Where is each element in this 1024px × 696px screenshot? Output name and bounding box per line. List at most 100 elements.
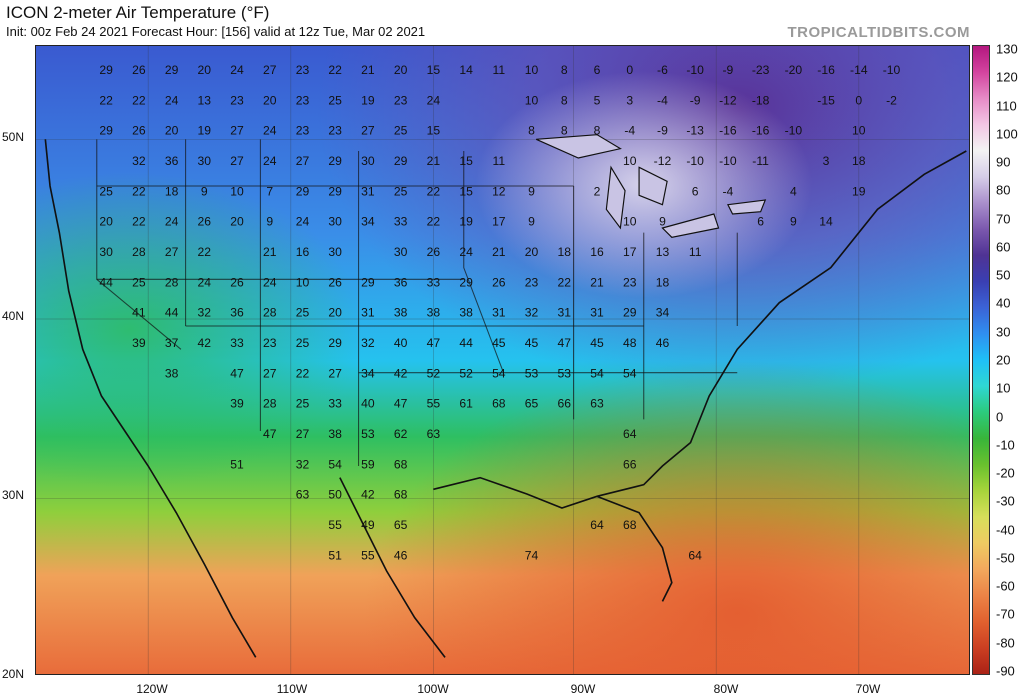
station-temp-label: 48 bbox=[623, 336, 637, 350]
station-temp-label: -12 bbox=[654, 154, 672, 168]
station-temp-label: -9 bbox=[657, 124, 668, 138]
lon-label-70w: 70W bbox=[855, 682, 881, 696]
station-temp-label: 21 bbox=[263, 245, 277, 259]
station-temp-label: 32 bbox=[198, 306, 212, 320]
colorbar-tick-label: 130 bbox=[996, 41, 1018, 57]
station-temp-label: 40 bbox=[394, 336, 408, 350]
lat-label-30n: 30N bbox=[2, 488, 25, 502]
station-temp-label: 22 bbox=[132, 215, 146, 229]
station-temp-label: 23 bbox=[263, 336, 277, 350]
colorbar-tick-label: -60 bbox=[996, 578, 1015, 594]
map-title: ICON 2-meter Air Temperature (°F) bbox=[6, 3, 270, 22]
colorbar-tick-label: 10 bbox=[996, 380, 1011, 396]
lat-label-40n: 40N bbox=[2, 309, 25, 323]
station-temp-label: -10 bbox=[719, 154, 737, 168]
colorbar-tick-label: -20 bbox=[996, 465, 1015, 481]
colorbar-tick-label: 120 bbox=[996, 69, 1018, 85]
station-temp-label: 18 bbox=[558, 245, 572, 259]
station-temp-label: 26 bbox=[328, 275, 342, 289]
station-temp-label: 53 bbox=[361, 427, 375, 441]
station-temp-label: 6 bbox=[594, 63, 601, 77]
station-temp-label: 42 bbox=[394, 366, 408, 380]
station-temp-label: 28 bbox=[263, 306, 277, 320]
station-temp-label: 28 bbox=[263, 397, 277, 411]
station-temp-label: 38 bbox=[394, 306, 408, 320]
station-temp-label: 23 bbox=[328, 124, 342, 138]
station-temp-label: 8 bbox=[528, 124, 535, 138]
station-temp-label: 8 bbox=[561, 63, 568, 77]
station-temp-label: 9 bbox=[790, 215, 797, 229]
station-temp-label: 24 bbox=[263, 154, 277, 168]
colorbar-tick-label: -70 bbox=[996, 606, 1015, 622]
station-temp-label: 16 bbox=[590, 245, 604, 259]
station-temp-label: 30 bbox=[198, 154, 212, 168]
station-temp-label: 10 bbox=[852, 124, 866, 138]
station-temp-label: 42 bbox=[361, 488, 375, 502]
station-temp-label: 68 bbox=[394, 488, 408, 502]
station-temp-label: -10 bbox=[686, 63, 704, 77]
station-temp-label: 18 bbox=[656, 275, 670, 289]
station-temp-label: 23 bbox=[296, 63, 310, 77]
lon-label-80w: 80W bbox=[713, 682, 739, 696]
station-temp-label: 53 bbox=[525, 366, 539, 380]
station-temp-label: 24 bbox=[230, 63, 244, 77]
station-temp-label: 26 bbox=[427, 245, 441, 259]
colorbar-tick-label: 80 bbox=[996, 182, 1011, 198]
header: ICON 2-meter Air Temperature (°F) Init: … bbox=[6, 2, 425, 40]
station-temp-label: 22 bbox=[296, 366, 310, 380]
station-temp-label: 47 bbox=[230, 366, 244, 380]
station-temp-label: 16 bbox=[296, 245, 310, 259]
station-temp-label: 21 bbox=[492, 245, 506, 259]
station-temp-label: 37 bbox=[165, 336, 179, 350]
station-temp-label: 8 bbox=[594, 124, 601, 138]
station-temp-label: 24 bbox=[263, 275, 277, 289]
station-temp-label: 11 bbox=[689, 245, 702, 259]
station-temp-label: -6 bbox=[657, 63, 668, 77]
station-temp-label: 20 bbox=[394, 63, 408, 77]
station-temp-label: 55 bbox=[328, 518, 342, 532]
station-temp-label: 15 bbox=[459, 184, 473, 198]
colorbar-tick-label: -80 bbox=[996, 635, 1015, 651]
station-temp-label: 62 bbox=[394, 427, 408, 441]
station-temp-label: 33 bbox=[328, 397, 342, 411]
station-temp-label: 32 bbox=[361, 336, 375, 350]
station-temp-label: 3 bbox=[823, 154, 830, 168]
temperature-map[interactable]: 29 26 29 20 24 27 23 22 21 20 15 14 11 10 8 6 0 -6 -10 -9 -2… bbox=[35, 45, 970, 675]
temperature-colorbar bbox=[972, 45, 990, 675]
station-temp-label: 9 bbox=[201, 184, 208, 198]
station-temp-label: -15 bbox=[817, 93, 835, 107]
coastlines bbox=[44, 139, 967, 658]
station-temp-label: 25 bbox=[394, 124, 408, 138]
station-temp-label: 22 bbox=[558, 275, 572, 289]
station-temp-label: 10 bbox=[525, 63, 539, 77]
station-temp-label: 11 bbox=[493, 63, 506, 77]
station-temp-label: 4 bbox=[790, 184, 797, 198]
station-temp-label: 36 bbox=[394, 275, 408, 289]
station-temp-label: 50 bbox=[328, 488, 342, 502]
station-temp-label: 44 bbox=[459, 336, 473, 350]
station-temp-label: 30 bbox=[394, 245, 408, 259]
station-temp-label: 29 bbox=[99, 124, 113, 138]
station-temp-label: 38 bbox=[427, 306, 441, 320]
colorbar-tick-label: 0 bbox=[996, 409, 1004, 425]
station-temp-label: 25 bbox=[328, 93, 342, 107]
station-temp-label: 52 bbox=[459, 366, 473, 380]
station-temp-label: 6 bbox=[692, 184, 699, 198]
station-temp-label: 22 bbox=[328, 63, 342, 77]
station-temp-label: 22 bbox=[427, 215, 441, 229]
station-temp-label: 29 bbox=[623, 306, 637, 320]
station-temp-label: 38 bbox=[328, 427, 342, 441]
station-temp-label: 27 bbox=[230, 124, 244, 138]
station-temp-label: 24 bbox=[296, 215, 310, 229]
map-subtitle: Init: 00z Feb 24 2021 Forecast Hour: [15… bbox=[6, 24, 426, 39]
station-temp-label: 63 bbox=[590, 397, 604, 411]
station-temp-label: 29 bbox=[328, 184, 342, 198]
station-temp-label: -23 bbox=[752, 63, 770, 77]
station-temp-label: 30 bbox=[328, 245, 342, 259]
station-temp-label: 29 bbox=[328, 336, 342, 350]
station-temp-label: 45 bbox=[590, 336, 604, 350]
station-temp-label: 23 bbox=[525, 275, 539, 289]
station-temp-label: 27 bbox=[296, 427, 310, 441]
station-temp-label: 34 bbox=[361, 366, 375, 380]
station-temp-label: 66 bbox=[623, 457, 637, 471]
